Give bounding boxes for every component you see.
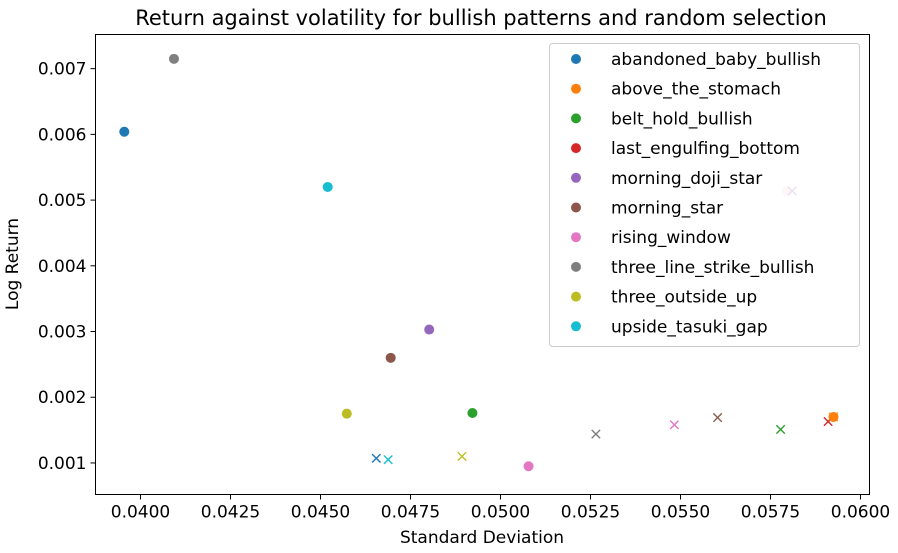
- legend: abandoned_baby_bullish above_the_stomachb…: [549, 43, 860, 347]
- pattern-point-rising_window: [523, 461, 534, 472]
- legend-marker-abandoned_baby_bullish: [571, 54, 581, 64]
- y-tick-label: 0.007: [38, 60, 87, 80]
- legend-label: three_outside_up: [611, 288, 757, 308]
- y-axis-label: Log Return: [3, 218, 23, 310]
- y-tick-label: 0.002: [38, 388, 87, 408]
- legend-marker-last_engulfing_bottom: [571, 143, 581, 154]
- random-marker-abandoned_baby_bullish: [371, 453, 381, 464]
- pattern-point-above_the_stomach: [828, 411, 839, 422]
- x-tick-label: 0.0550: [651, 503, 710, 523]
- legend-marker-upside_tasuki_gap: [571, 321, 581, 332]
- legend-label: abandoned_baby_bullish: [611, 50, 821, 70]
- legend-label: upside_tasuki_gap: [611, 317, 768, 337]
- y-axis: 0.001 0.002 0.003 0.004 0.005 0.006 0.007: [38, 60, 96, 474]
- legend-marker-three_line_strike_bullish: [571, 261, 581, 272]
- legend-label: three_line_strike_bullish: [611, 258, 814, 278]
- y-tick-label: 0.003: [38, 323, 87, 343]
- legend-label: belt_hold_bullish: [611, 109, 753, 129]
- pattern-point-abandoned_baby_bullish: [119, 126, 130, 137]
- pattern-point-upside_tasuki_gap: [322, 181, 333, 192]
- random-marker-three_line_strike_bullish: [591, 429, 601, 439]
- y-tick-label: 0.001: [38, 454, 87, 474]
- legend-marker-belt_hold_bullish: [571, 113, 581, 124]
- legend-label: morning_doji_star: [611, 169, 762, 189]
- legend-label: last_engulfing_bottom: [611, 139, 800, 159]
- x-tick-label: 0.0500: [471, 503, 530, 523]
- random-marker-belt_hold_bullish: [775, 424, 786, 435]
- legend-label: morning_star: [611, 199, 723, 219]
- x-tick-label: 0.0400: [111, 503, 170, 523]
- x-axis: 0.0400 0.0425 0.0450 0.0475 0.0500 0.0525 0.05…: [111, 494, 890, 523]
- pattern-point-morning_star: [385, 352, 396, 363]
- x-tick-label: 0.0475: [381, 503, 440, 523]
- legend-marker-morning_star: [571, 202, 581, 213]
- pattern-point-belt_hold_bullish: [467, 408, 478, 419]
- legend-marker-three_outside_up: [571, 291, 581, 302]
- x-tick-label: 0.0425: [201, 503, 260, 523]
- y-tick-label: 0.004: [38, 257, 87, 277]
- x-tick-label: 0.0450: [291, 503, 350, 523]
- legend-label: above_the_stomach: [611, 80, 781, 100]
- x-axis-label: Standard Deviation: [400, 528, 564, 548]
- random-marker-morning_star: [712, 412, 723, 423]
- y-tick-label: 0.005: [38, 191, 87, 211]
- pattern-point-three_outside_up: [341, 408, 352, 419]
- x-tick-label: 0.0575: [741, 503, 800, 523]
- chart-title: Return against volatility for bullish pa…: [135, 6, 827, 30]
- pattern-point-morning_doji_star: [424, 324, 435, 335]
- random-marker-upside_tasuki_gap: [383, 454, 393, 465]
- legend-label: rising_window: [611, 228, 731, 248]
- x-tick-label: 0.0525: [561, 503, 620, 523]
- x-tick-label: 0.0600: [831, 503, 890, 523]
- plot-area-frame: [95, 34, 870, 495]
- y-tick-label: 0.006: [38, 125, 87, 145]
- pattern-point-three_line_strike_bullish: [168, 53, 179, 64]
- legend-marker-morning_doji_star: [571, 172, 581, 183]
- legend-box: [549, 43, 860, 347]
- legend-marker-rising_window: [571, 232, 581, 243]
- legend-marker-above_the_stomach: [571, 83, 581, 94]
- random-marker-three_outside_up: [457, 451, 467, 462]
- random-marker-rising_window: [669, 420, 680, 430]
